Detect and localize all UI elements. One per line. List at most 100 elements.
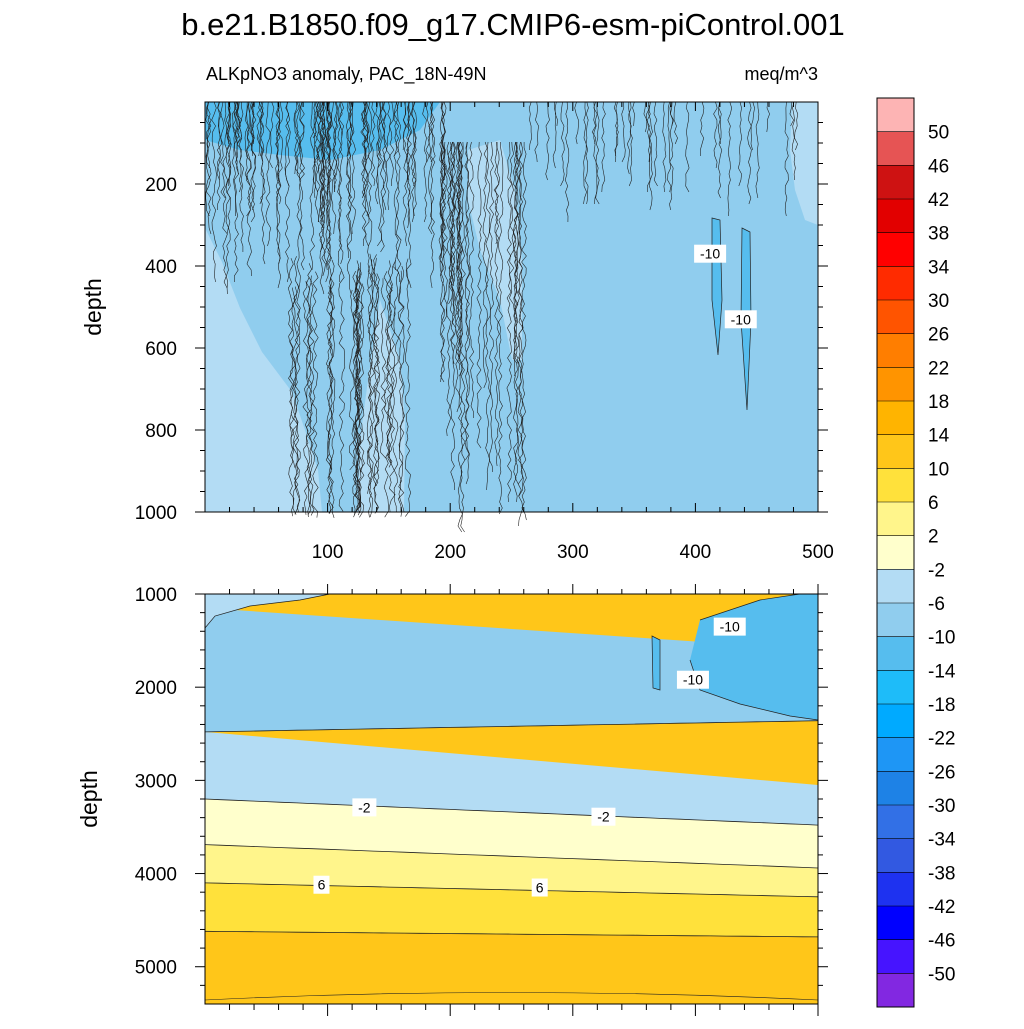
colorbar-swatch (877, 434, 914, 469)
upper-contour-line (632, 101, 635, 127)
upper-contour-line (381, 101, 388, 168)
upper-contour-line (593, 101, 598, 205)
colorbar-label: -50 (928, 964, 955, 985)
upper-contour-line (410, 101, 416, 223)
upper-contour-labels: -10 -10 (694, 244, 757, 329)
lower-contour-line (651, 635, 661, 691)
colorbar-swatch (877, 737, 914, 772)
contour-label-box (724, 310, 757, 329)
upper-contour-line (260, 101, 266, 265)
contour-label-text: -10 (683, 672, 703, 688)
upper-contour-line (337, 101, 343, 283)
upper-contour-line (583, 101, 587, 205)
upper-contour-lines (205, 101, 799, 533)
upper-contour-line (338, 101, 344, 265)
colorbar: 50 46 42 38 34 30 26 22 18 14 10 6 2 -2 -6 -10 -14 -18 -22… (876, 97, 956, 1008)
colorbar-label: 2 (928, 527, 939, 548)
upper-contour-line (309, 101, 316, 271)
contour-label: -2 (591, 807, 616, 826)
contour-label-box (531, 878, 548, 897)
contour-label-box (713, 617, 746, 636)
contour-label: 6 (313, 875, 330, 894)
upper-contour-line (294, 283, 301, 513)
upper-contour-line (402, 101, 407, 151)
upper-contour-line (293, 101, 299, 175)
colorbar-swatch (877, 670, 914, 705)
upper-contour-line (648, 101, 653, 211)
upper-contour-line (405, 101, 412, 289)
upper-contour-line (740, 227, 752, 411)
contour-label: -10 (724, 310, 757, 329)
colorbar-label: 50 (928, 123, 949, 144)
upper-contour-line (323, 101, 330, 283)
upper-contour-line (747, 101, 752, 205)
upper-contour-line (402, 101, 409, 247)
upper-contour-line (350, 101, 356, 235)
colorbar-swatch (877, 771, 914, 806)
upper-y-tick-label: 200 (145, 175, 177, 196)
colorbar-swatch (877, 199, 914, 233)
colorbar-swatch (877, 973, 914, 1008)
colorbar-swatch (877, 367, 914, 402)
upper-contour-line (238, 101, 245, 252)
colorbar-label: 10 (928, 459, 949, 480)
upper-contour-line (584, 101, 589, 205)
lower-contour-line (204, 930, 819, 938)
upper-contour-line (670, 101, 674, 127)
upper-contour-line (347, 101, 353, 157)
upper-contour-line (312, 101, 317, 139)
upper-contour-line (326, 102, 332, 205)
upper-contour-line (718, 101, 722, 145)
upper-contour-line (789, 101, 794, 127)
upper-contour-line (332, 101, 338, 193)
upper-contour-line (389, 101, 395, 187)
lower-filled-band (205, 882, 818, 937)
upper-contour-line (358, 283, 365, 518)
upper-contour-line (211, 101, 217, 283)
upper-contour-line (379, 101, 386, 253)
contour-label: -10 (713, 617, 746, 636)
upper-contour-line (468, 141, 475, 419)
lower-y-tick-label: 3000 (135, 771, 177, 792)
upper-contour-line (613, 101, 619, 163)
upper-contour-line (626, 101, 632, 175)
upper-contour-line (367, 101, 373, 289)
upper-contour-line (791, 101, 796, 181)
upper-contour-line (615, 101, 619, 157)
upper-x-tick-label: 300 (557, 542, 589, 563)
colorbar-swatch (877, 805, 914, 839)
upper-contour-line (275, 101, 281, 187)
colorbar-label: 14 (928, 426, 950, 447)
colorbar-swatch (877, 603, 914, 637)
figure-title: b.e21.B1850.f09_g17.CMIP6-esm-piControl.… (181, 7, 844, 42)
upper-contour-line (442, 141, 448, 323)
lower-panel: -10 -10 -2 -2 6 6 1000 2000 3000 4000 5000 depth (76, 584, 828, 1016)
colorbar-label: 18 (928, 392, 949, 413)
colorbar-swatch (877, 636, 914, 671)
contour-label-text: -2 (597, 809, 610, 825)
upper-contour-line (328, 285, 334, 514)
upper-contour-line (289, 287, 296, 468)
upper-contour-line (305, 263, 313, 516)
upper-contour-line (560, 101, 565, 187)
upper-contour-line (375, 101, 381, 205)
upper-contour-line (306, 276, 313, 518)
upper-contour-line (326, 101, 332, 295)
upper-contour-line (438, 101, 444, 277)
lower-y-tick-label: 1000 (135, 585, 177, 606)
upper-contour-line (464, 141, 471, 485)
upper-contour-line (645, 101, 651, 163)
upper-contour-line (653, 101, 658, 187)
lower-filled-band (205, 607, 818, 732)
colorbar-label: 42 (928, 190, 949, 211)
upper-contour-line (256, 101, 262, 157)
upper-contour-line (206, 101, 212, 169)
upper-x-tick-label: 400 (680, 542, 712, 563)
colorbar-label: 30 (928, 291, 949, 312)
upper-contour-line (354, 278, 361, 513)
upper-contour-line (235, 101, 241, 175)
lower-contour-labels: -10 -10 -2 -2 6 6 (313, 617, 746, 897)
colorbar-label: 6 (928, 493, 939, 514)
upper-field-light-left (205, 228, 322, 512)
upper-contour-line (393, 101, 400, 271)
